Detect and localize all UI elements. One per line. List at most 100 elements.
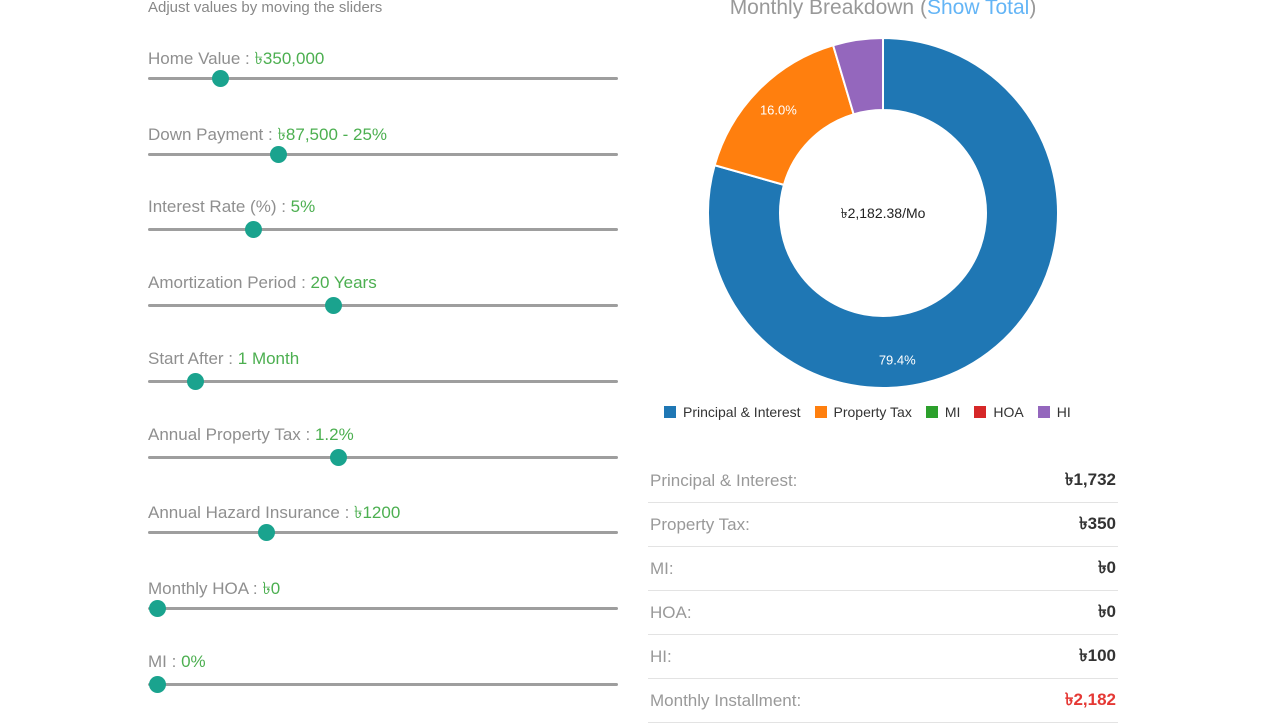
monthly-installment-row: Monthly Installment: ৳2,182 [648,679,1118,723]
slider-row: MI : 0% [148,652,618,712]
slider-thumb[interactable] [325,297,343,315]
slider-row: Monthly HOA : ৳0 [148,576,618,636]
slice-data-label: 79.4% [879,352,916,367]
donut-slice[interactable] [831,38,884,116]
slider-label-text: Monthly HOA : [148,578,263,598]
slider-track[interactable] [148,304,618,308]
slider-label-text: Down Payment : [148,124,278,144]
summary-value: ৳100 [1079,645,1116,665]
summary-row: Property Tax: ৳350 [648,503,1118,547]
slider-thumb[interactable] [244,221,262,239]
legend-label: Principal & Interest [683,404,801,420]
donut-slice[interactable] [708,38,1058,388]
slider-label: Down Payment : ৳87,500 - 25% [148,122,387,150]
slider-label-text: Interest Rate (%) : [148,197,291,217]
slider-thumb[interactable] [149,599,167,617]
slider-row: Amortization Period : 20 Years [148,273,618,333]
slice-data-label: 16.0% [760,103,797,118]
slider-value: ৳0 [262,578,281,598]
legend-swatch [974,406,987,418]
slider-track[interactable] [148,682,618,686]
slider-row: Home Value : ৳350,000 [148,46,618,106]
breakdown-donut-chart: 79.4% 16.0% ৳2,182.38/Mo [708,38,1058,388]
slider-value: 5% [290,197,316,217]
slider-value: ৳87,500 - 25% [277,124,388,144]
slider-label: Monthly HOA : ৳0 [148,576,280,604]
slider-label-text: Annual Hazard Insurance : [148,503,355,523]
slider-label-text: Annual Property Tax : [148,424,315,444]
slider-track[interactable] [148,531,618,535]
summary-value: ৳0 [1098,557,1116,577]
slider-value: 0% [181,651,206,671]
slider-label: Start After : 1 Month [148,349,299,369]
legend-item[interactable]: HOA [974,404,1024,420]
chart-title-text: Monthly Breakdown ( [729,0,927,19]
legend-item[interactable]: Property Tax [814,404,912,420]
summary-row: HI: ৳100 [648,635,1118,679]
slider-label: Home Value : ৳350,000 [148,46,324,74]
slider-label: Annual Hazard Insurance : ৳1200 [148,500,400,528]
slider-value: ৳350,000 [254,49,325,68]
summary-label: MI: [650,558,674,578]
summary-label: Monthly Installment: [650,690,802,710]
legend-item[interactable]: MI [925,404,961,420]
slider-value: ৳1200 [354,503,401,523]
slider-thumb[interactable] [187,372,204,390]
slider-value: 1 Month [237,348,300,368]
slider-label-text: MI : [148,651,182,671]
legend-label: Property Tax [833,404,912,420]
slider-track[interactable] [148,606,618,610]
legend-label: HI [1056,404,1071,420]
summary-row: Principal & Interest: ৳1,732 [648,459,1118,503]
summary-label: Principal & Interest: [650,470,798,490]
slider-thumb[interactable] [257,524,275,542]
slider-label: Interest Rate (%) : 5% [148,197,315,217]
slider-row: Annual Property Tax : 1.2% [148,425,618,485]
summary-row: HOA: ৳0 [648,591,1118,635]
slider-row: Interest Rate (%) : 5% [148,197,618,257]
slider-row: Down Payment : ৳87,500 - 25% [148,122,618,182]
summary-label: Property Tax: [650,514,750,534]
slider-track[interactable] [148,455,618,459]
legend-item[interactable]: HI [1037,404,1071,420]
slider-thumb[interactable] [329,448,347,466]
summary-label: HI: [650,646,672,666]
slider-track[interactable] [148,379,618,383]
slider-label-text: Amortization Period : [148,273,311,293]
legend-swatch [1037,406,1050,418]
slider-thumb[interactable] [211,70,229,87]
slider-value: 1.2% [314,424,354,444]
slider-track[interactable] [148,77,618,80]
summary-value: ৳350 [1079,513,1116,533]
summary-row: MI: ৳0 [648,547,1118,591]
show-total-link[interactable]: Show Total [926,0,1030,19]
summary-value: ৳0 [1098,601,1116,621]
slider-track[interactable] [148,152,618,156]
slider-thumb[interactable] [149,675,167,693]
chart-center-total: ৳2,182.38/Mo [841,205,926,221]
legend-swatch [814,406,827,418]
slider-label: Amortization Period : 20 Years [148,273,377,293]
slider-track[interactable] [148,228,618,232]
payment-summary-table: Principal & Interest: ৳1,732 Property Tax:… [648,459,1118,723]
slider-value: 20 Years [310,273,377,293]
summary-value: ৳1,732 [1064,469,1116,489]
chart-title-end: ) [1029,0,1037,19]
legend-item[interactable]: Principal & Interest [664,404,801,420]
slider-label-text: Home Value : [148,49,255,68]
legend-label: HOA [993,404,1024,420]
chart-title: Monthly Breakdown (Show Total) [648,0,1118,20]
summary-value: ৳2,182 [1064,689,1116,709]
summary-label: HOA: [650,602,692,622]
slider-label: MI : 0% [148,652,206,672]
legend-label: MI [944,404,961,420]
instructions-text: Adjust values by moving the sliders [148,0,383,16]
legend-swatch [925,406,938,418]
slider-row: Start After : 1 Month [148,349,618,409]
slider-thumb[interactable] [270,145,288,163]
slider-label: Annual Property Tax : 1.2% [148,425,354,445]
slider-label-text: Start After : [148,348,238,368]
slider-row: Annual Hazard Insurance : ৳1200 [148,500,618,560]
chart-legend: Principal & Interest Property Tax MI HOA HI [664,404,1071,420]
legend-swatch [664,406,676,418]
